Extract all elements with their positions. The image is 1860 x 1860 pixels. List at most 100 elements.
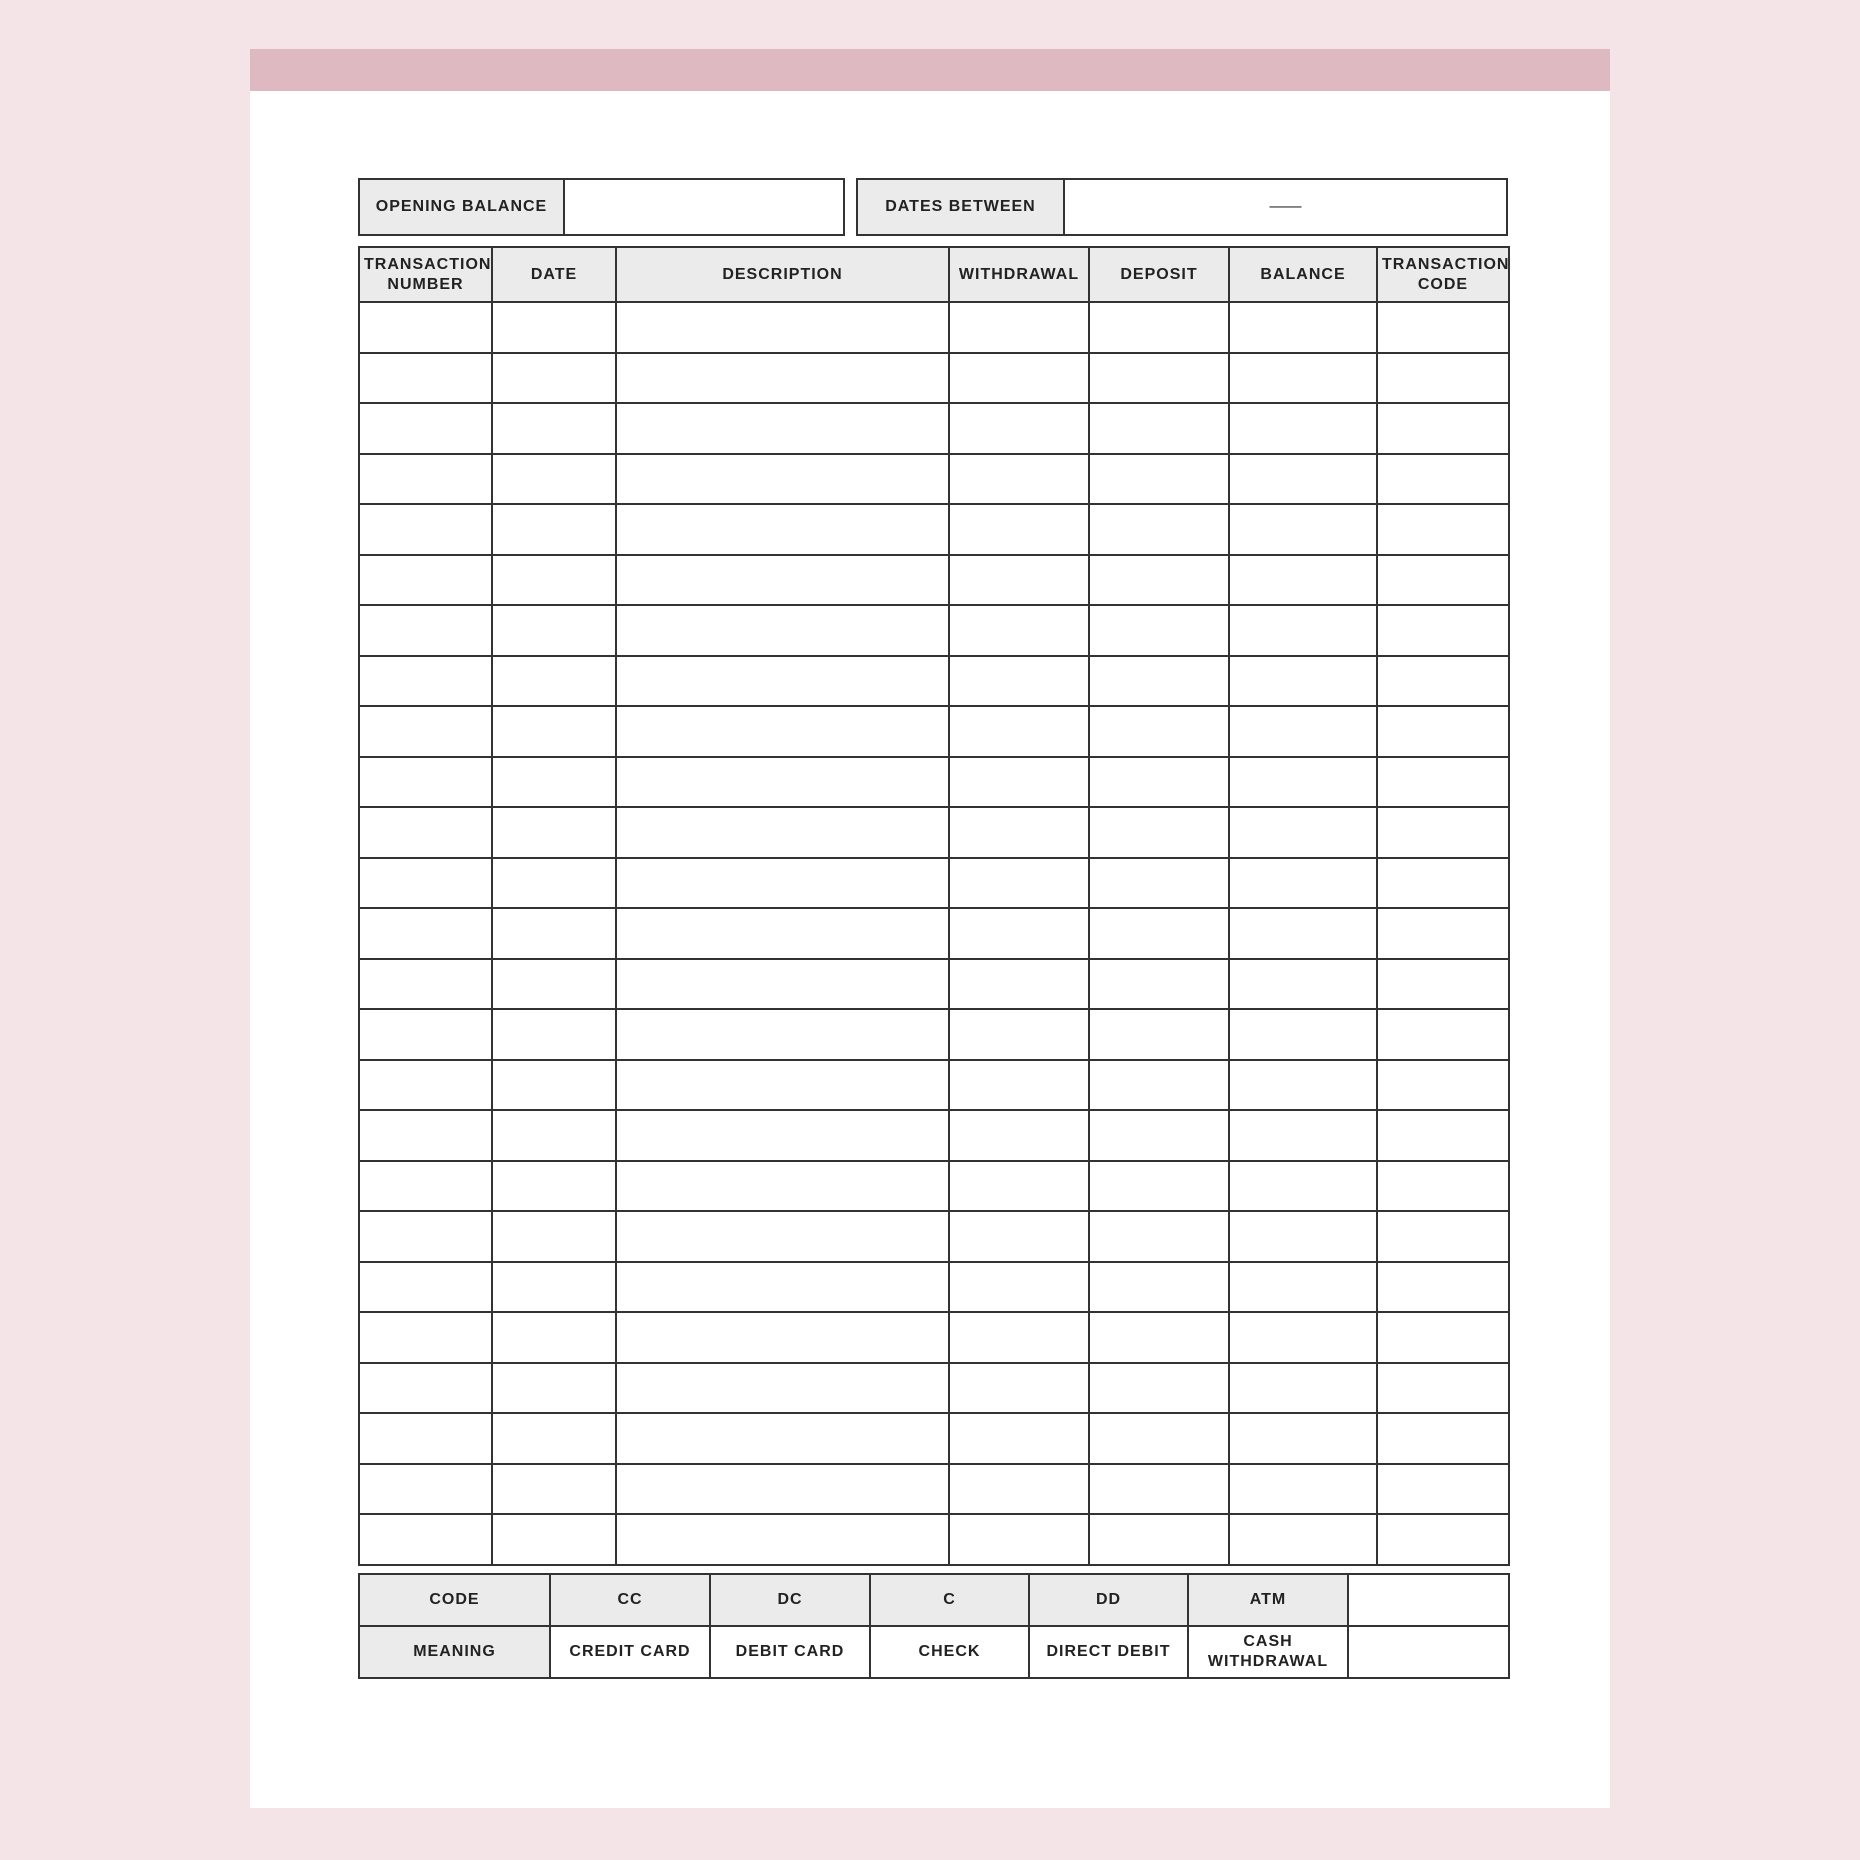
deposit-cell[interactable]	[1088, 907, 1230, 960]
transaction-number-cell[interactable]	[358, 806, 493, 859]
withdrawal-cell[interactable]	[948, 1260, 1090, 1313]
transaction-code-cell[interactable]	[1376, 553, 1510, 606]
transaction-number-cell[interactable]	[358, 1109, 493, 1162]
date-cell[interactable]	[491, 452, 617, 505]
withdrawal-cell[interactable]	[948, 1513, 1090, 1566]
description-cell[interactable]	[615, 806, 950, 859]
description-cell[interactable]	[615, 301, 950, 354]
balance-cell[interactable]	[1228, 1260, 1378, 1313]
withdrawal-cell[interactable]	[948, 1008, 1090, 1061]
transaction-code-cell[interactable]	[1376, 856, 1510, 909]
date-cell[interactable]	[491, 654, 617, 707]
transaction-number-cell[interactable]	[358, 503, 493, 556]
date-cell[interactable]	[491, 553, 617, 606]
balance-cell[interactable]	[1228, 1462, 1378, 1515]
deposit-cell[interactable]	[1088, 452, 1230, 505]
deposit-cell[interactable]	[1088, 301, 1230, 354]
transaction-number-cell[interactable]	[358, 402, 493, 455]
date-cell[interactable]	[491, 1412, 617, 1465]
description-cell[interactable]	[615, 351, 950, 404]
balance-cell[interactable]	[1228, 351, 1378, 404]
withdrawal-cell[interactable]	[948, 452, 1090, 505]
transaction-code-cell[interactable]	[1376, 755, 1510, 808]
transaction-number-cell[interactable]	[358, 1462, 493, 1515]
date-cell[interactable]	[491, 1058, 617, 1111]
deposit-cell[interactable]	[1088, 1260, 1230, 1313]
balance-cell[interactable]	[1228, 604, 1378, 657]
date-cell[interactable]	[491, 705, 617, 758]
transaction-code-cell[interactable]	[1376, 1311, 1510, 1364]
transaction-code-cell[interactable]	[1376, 1008, 1510, 1061]
balance-cell[interactable]	[1228, 654, 1378, 707]
deposit-cell[interactable]	[1088, 957, 1230, 1010]
balance-cell[interactable]	[1228, 1008, 1378, 1061]
description-cell[interactable]	[615, 1109, 950, 1162]
description-cell[interactable]	[615, 402, 950, 455]
deposit-cell[interactable]	[1088, 856, 1230, 909]
transaction-number-cell[interactable]	[358, 907, 493, 960]
balance-cell[interactable]	[1228, 301, 1378, 354]
deposit-cell[interactable]	[1088, 1462, 1230, 1515]
date-cell[interactable]	[491, 1159, 617, 1212]
deposit-cell[interactable]	[1088, 755, 1230, 808]
transaction-number-cell[interactable]	[358, 705, 493, 758]
deposit-cell[interactable]	[1088, 654, 1230, 707]
transaction-code-cell[interactable]	[1376, 907, 1510, 960]
description-cell[interactable]	[615, 907, 950, 960]
transaction-number-cell[interactable]	[358, 1361, 493, 1414]
transaction-code-cell[interactable]	[1376, 301, 1510, 354]
transaction-number-cell[interactable]	[358, 957, 493, 1010]
withdrawal-cell[interactable]	[948, 402, 1090, 455]
description-cell[interactable]	[615, 1159, 950, 1212]
withdrawal-cell[interactable]	[948, 806, 1090, 859]
transaction-number-cell[interactable]	[358, 755, 493, 808]
date-cell[interactable]	[491, 1008, 617, 1061]
date-cell[interactable]	[491, 1311, 617, 1364]
balance-cell[interactable]	[1228, 755, 1378, 808]
deposit-cell[interactable]	[1088, 402, 1230, 455]
description-cell[interactable]	[615, 705, 950, 758]
description-cell[interactable]	[615, 503, 950, 556]
deposit-cell[interactable]	[1088, 351, 1230, 404]
transaction-code-cell[interactable]	[1376, 957, 1510, 1010]
date-cell[interactable]	[491, 604, 617, 657]
transaction-code-cell[interactable]	[1376, 1462, 1510, 1515]
description-cell[interactable]	[615, 1210, 950, 1263]
date-cell[interactable]	[491, 1210, 617, 1263]
description-cell[interactable]	[615, 604, 950, 657]
transaction-code-cell[interactable]	[1376, 1412, 1510, 1465]
transaction-number-cell[interactable]	[358, 1513, 493, 1566]
balance-cell[interactable]	[1228, 1361, 1378, 1414]
withdrawal-cell[interactable]	[948, 553, 1090, 606]
date-cell[interactable]	[491, 856, 617, 909]
withdrawal-cell[interactable]	[948, 654, 1090, 707]
dates-between-field[interactable]: ——	[1063, 178, 1508, 236]
withdrawal-cell[interactable]	[948, 705, 1090, 758]
description-cell[interactable]	[615, 553, 950, 606]
withdrawal-cell[interactable]	[948, 907, 1090, 960]
deposit-cell[interactable]	[1088, 553, 1230, 606]
transaction-code-cell[interactable]	[1376, 452, 1510, 505]
date-cell[interactable]	[491, 806, 617, 859]
transaction-number-cell[interactable]	[358, 1260, 493, 1313]
deposit-cell[interactable]	[1088, 503, 1230, 556]
date-cell[interactable]	[491, 1361, 617, 1414]
transaction-code-cell[interactable]	[1376, 1513, 1510, 1566]
transaction-number-cell[interactable]	[358, 452, 493, 505]
date-cell[interactable]	[491, 503, 617, 556]
deposit-cell[interactable]	[1088, 1513, 1230, 1566]
date-cell[interactable]	[491, 351, 617, 404]
deposit-cell[interactable]	[1088, 1109, 1230, 1162]
transaction-code-cell[interactable]	[1376, 402, 1510, 455]
description-cell[interactable]	[615, 957, 950, 1010]
description-cell[interactable]	[615, 1260, 950, 1313]
date-cell[interactable]	[491, 1513, 617, 1566]
transaction-code-cell[interactable]	[1376, 1109, 1510, 1162]
transaction-number-cell[interactable]	[358, 1311, 493, 1364]
transaction-code-cell[interactable]	[1376, 1260, 1510, 1313]
withdrawal-cell[interactable]	[948, 1311, 1090, 1364]
withdrawal-cell[interactable]	[948, 351, 1090, 404]
date-cell[interactable]	[491, 755, 617, 808]
date-cell[interactable]	[491, 957, 617, 1010]
transaction-code-cell[interactable]	[1376, 1361, 1510, 1414]
